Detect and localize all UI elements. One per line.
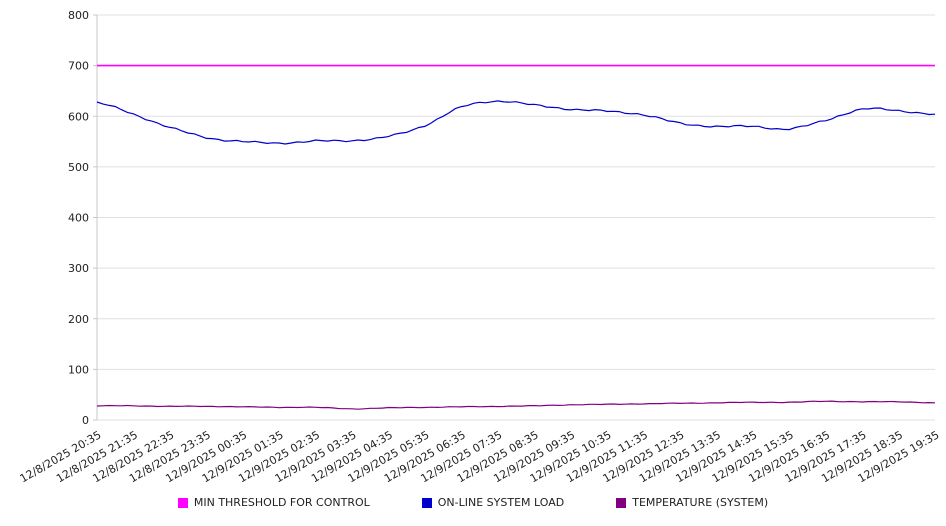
legend-swatch-purple bbox=[616, 497, 627, 508]
legend-item-temperature: TEMPERATURE (SYSTEM) bbox=[616, 496, 768, 509]
y-tick-label: 400 bbox=[68, 212, 89, 225]
y-tick-label: 300 bbox=[68, 262, 89, 275]
y-tick-label: 100 bbox=[68, 363, 89, 376]
y-tick-label: 500 bbox=[68, 161, 89, 174]
legend-swatch-magenta bbox=[177, 497, 188, 508]
legend-item-min-threshold: MIN THRESHOLD FOR CONTROL bbox=[177, 496, 370, 509]
chart-legend: MIN THRESHOLD FOR CONTROL ON-LINE SYSTEM… bbox=[0, 496, 946, 509]
series-temperature-line bbox=[96, 400, 936, 410]
legend-label: ON-LINE SYSTEM LOAD bbox=[437, 496, 565, 509]
y-tick-label: 200 bbox=[68, 313, 89, 326]
legend-swatch-blue bbox=[421, 497, 432, 508]
legend-label: TEMPERATURE (SYSTEM) bbox=[632, 496, 769, 509]
y-tick-label: 600 bbox=[68, 110, 89, 123]
legend-label: MIN THRESHOLD FOR CONTROL bbox=[193, 496, 370, 509]
y-tick-label: 700 bbox=[68, 60, 89, 73]
legend-item-system-load: ON-LINE SYSTEM LOAD bbox=[421, 496, 565, 509]
series-system-load-line bbox=[96, 100, 936, 145]
y-tick-label: 800 bbox=[68, 9, 89, 22]
y-tick-label: 0 bbox=[82, 414, 89, 427]
